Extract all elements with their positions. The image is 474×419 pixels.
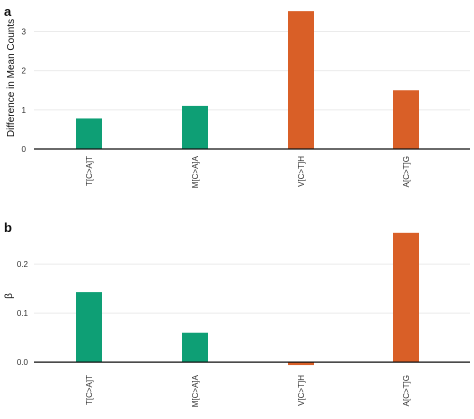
y-axis-label: Difference in Mean Counts bbox=[6, 19, 17, 137]
bar bbox=[182, 105, 208, 149]
x-tick-label: T[C>A]T bbox=[85, 375, 94, 405]
bar bbox=[288, 11, 314, 150]
y-tick-label: 1 bbox=[22, 106, 27, 115]
y-tick-label: 3 bbox=[22, 28, 27, 37]
x-tick-label: M[C>A]A bbox=[191, 374, 200, 407]
bar bbox=[76, 118, 102, 149]
panel-label: b bbox=[4, 220, 12, 235]
y-axis-label: β bbox=[4, 293, 15, 299]
bar bbox=[288, 362, 314, 366]
bar bbox=[182, 332, 208, 363]
y-tick-label: 0 bbox=[22, 145, 27, 154]
y-tick-label: 0.1 bbox=[17, 309, 29, 318]
bar bbox=[393, 232, 419, 363]
x-tick-label: T[C>A]T bbox=[85, 156, 94, 186]
x-tick-label: V[C>T]H bbox=[297, 156, 306, 187]
bar bbox=[393, 90, 419, 149]
x-tick-label: A[C>T]G bbox=[402, 375, 411, 406]
panel-label: a bbox=[4, 4, 12, 19]
bar bbox=[76, 292, 102, 363]
y-tick-label: 2 bbox=[22, 67, 27, 76]
y-tick-label: 0.2 bbox=[17, 260, 29, 269]
y-tick-label: 0.0 bbox=[17, 358, 29, 367]
x-tick-label: A[C>T]G bbox=[402, 156, 411, 187]
x-tick-label: V[C>T]H bbox=[297, 375, 306, 406]
panel-a: a 0 1 2 3 T[C>A]T M[C>A]A V[C>T]H A[C>T]G Differe… bbox=[4, 4, 470, 188]
x-tick-label: M[C>A]A bbox=[191, 155, 200, 188]
panel-b: b 0.0 0.1 0.2 T[C>A]T M[C>A]A V[C>T]H A[C>T]G β bbox=[4, 220, 470, 407]
